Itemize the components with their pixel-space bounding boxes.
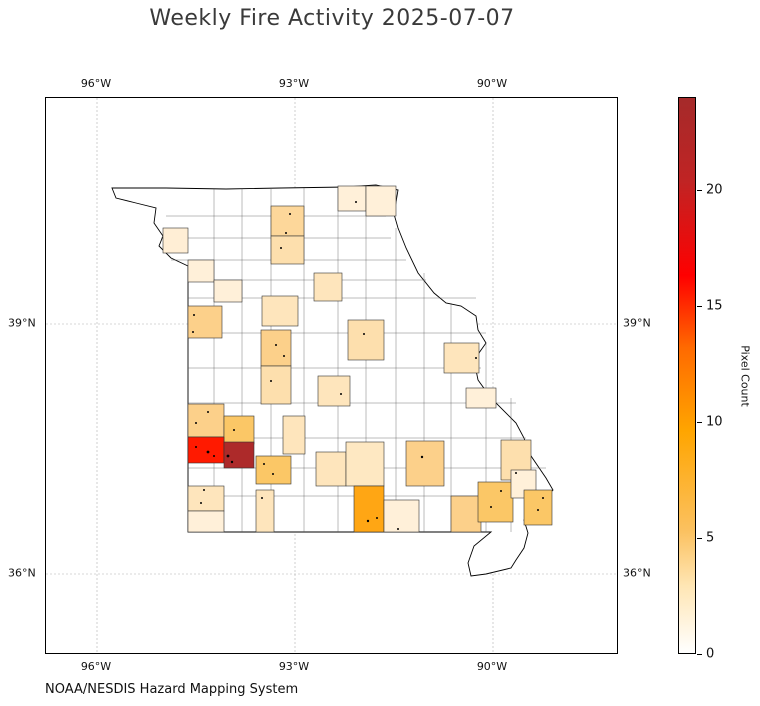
county-ai[interactable]: [255, 489, 275, 533]
fire-point: [285, 232, 287, 234]
county-f[interactable]: [187, 259, 215, 283]
county-n[interactable]: [260, 365, 292, 405]
fire-point: [195, 422, 197, 424]
fire-point: [275, 344, 277, 346]
lat-tick-right-39n: 39°N: [623, 316, 651, 330]
missouri-county-map[interactable]: [46, 98, 618, 654]
county-t[interactable]: [223, 441, 255, 469]
county-b[interactable]: [270, 205, 305, 237]
county-aa[interactable]: [383, 499, 420, 533]
county-q[interactable]: [187, 403, 225, 438]
fire-point: [363, 333, 365, 335]
fire-point: [283, 355, 285, 357]
colorbar-title: Pixel Count: [738, 345, 752, 407]
fire-detection-points: [192, 201, 544, 530]
fire-point: [226, 454, 230, 458]
data-source-credit: NOAA/NESDIS Hazard Mapping System: [45, 682, 299, 697]
fire-point: [500, 490, 502, 492]
lon-tick-bottom-96w: 96°W: [80, 660, 112, 673]
county-m[interactable]: [443, 342, 480, 374]
map-title: Weekly Fire Activity 2025-07-07: [149, 6, 515, 31]
colorbar: [678, 97, 696, 654]
county-k[interactable]: [347, 319, 385, 361]
county-a[interactable]: [162, 227, 189, 254]
colorbar-tick-15: 15: [706, 298, 723, 314]
county-ae[interactable]: [477, 481, 514, 523]
county-ag[interactable]: [523, 489, 553, 526]
county-z[interactable]: [353, 485, 385, 533]
county-s[interactable]: [187, 436, 225, 464]
fire-point: [280, 247, 282, 249]
colorbar-tick-5: 5: [706, 530, 715, 546]
lon-tick-bottom-93w: 93°W: [278, 660, 310, 673]
fire-point: [289, 213, 291, 215]
fire-point: [490, 506, 492, 508]
fire-point: [200, 502, 202, 504]
county-v[interactable]: [255, 455, 292, 485]
highlighted-counties: [162, 185, 553, 533]
colorbar-tick-0: 0: [706, 646, 715, 662]
county-o[interactable]: [317, 375, 351, 407]
fire-point: [355, 201, 357, 203]
fire-point: [376, 517, 378, 519]
county-w[interactable]: [315, 451, 347, 487]
lat-tick-left-39n: 39°N: [8, 316, 36, 330]
fire-point: [420, 455, 424, 459]
fire-point: [230, 460, 234, 464]
colorbar-tick-mark: [697, 190, 702, 191]
county-y[interactable]: [187, 485, 225, 512]
county-ac[interactable]: [450, 495, 482, 533]
county-c[interactable]: [337, 185, 367, 212]
fire-point: [195, 446, 197, 448]
fire-point: [537, 509, 539, 511]
fire-point: [203, 489, 205, 491]
lon-tick-bottom-90w: 90°W: [476, 660, 508, 673]
colorbar-tick-mark: [697, 422, 702, 423]
lat-tick-right-36n: 36°N: [623, 566, 651, 580]
county-ah[interactable]: [187, 510, 225, 533]
county-e[interactable]: [270, 235, 305, 265]
fire-point: [340, 393, 342, 395]
county-d[interactable]: [365, 185, 397, 217]
lon-tick-top-90w: 90°W: [476, 77, 508, 90]
fire-point: [207, 411, 209, 413]
colorbar-tick-mark: [697, 654, 702, 655]
lon-tick-top-93w: 93°W: [278, 77, 310, 90]
county-i[interactable]: [261, 295, 299, 327]
colorbar-tick-mark: [697, 538, 702, 539]
fire-point: [261, 497, 263, 499]
fire-point: [206, 450, 210, 454]
fire-point: [192, 331, 194, 333]
county-x[interactable]: [345, 441, 385, 487]
fire-point: [515, 472, 517, 474]
county-l[interactable]: [260, 329, 292, 367]
fire-point: [233, 429, 235, 431]
fire-point: [272, 473, 274, 475]
fire-point: [213, 455, 215, 457]
fire-point: [366, 519, 370, 523]
county-ab[interactable]: [405, 440, 445, 487]
fire-point: [397, 528, 399, 530]
fire-point: [193, 314, 195, 316]
colorbar-tick-10: 10: [706, 414, 723, 430]
fire-point: [542, 497, 544, 499]
fire-point: [270, 380, 272, 382]
fire-point: [475, 357, 477, 359]
colorbar-tick-20: 20: [706, 182, 723, 198]
county-p[interactable]: [465, 387, 497, 409]
map-panel[interactable]: [45, 97, 618, 654]
colorbar-tick-mark: [697, 306, 702, 307]
county-g[interactable]: [213, 279, 243, 303]
county-j[interactable]: [187, 305, 223, 339]
county-r[interactable]: [223, 415, 255, 445]
lon-tick-top-96w: 96°W: [80, 77, 112, 90]
fire-point: [263, 463, 265, 465]
lat-tick-left-36n: 36°N: [8, 566, 36, 580]
county-h[interactable]: [313, 272, 343, 302]
county-u[interactable]: [282, 415, 306, 455]
